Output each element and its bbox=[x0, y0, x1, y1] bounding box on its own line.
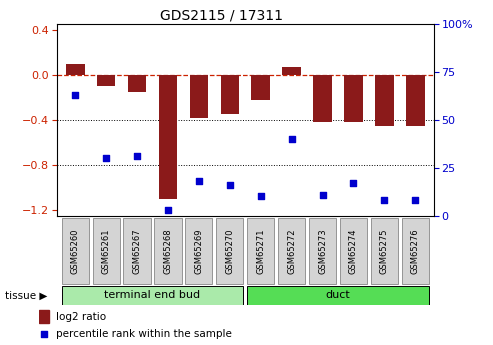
Text: terminal end bud: terminal end bud bbox=[105, 290, 201, 300]
Bar bbox=[97, 75, 115, 86]
Point bbox=[40, 331, 48, 337]
Text: GSM65268: GSM65268 bbox=[164, 228, 173, 274]
Text: percentile rank within the sample: percentile rank within the sample bbox=[56, 329, 232, 339]
Point bbox=[133, 154, 141, 159]
Text: GSM65274: GSM65274 bbox=[349, 228, 358, 274]
Text: GSM65275: GSM65275 bbox=[380, 228, 389, 274]
Bar bbox=[159, 75, 177, 199]
Point bbox=[164, 207, 172, 213]
FancyBboxPatch shape bbox=[278, 218, 305, 284]
Point bbox=[318, 192, 326, 197]
Point bbox=[288, 136, 296, 142]
FancyBboxPatch shape bbox=[62, 218, 89, 284]
Bar bbox=[39, 310, 49, 323]
FancyBboxPatch shape bbox=[371, 218, 398, 284]
Bar bbox=[282, 67, 301, 75]
Text: log2 ratio: log2 ratio bbox=[56, 312, 106, 322]
Text: GSM65270: GSM65270 bbox=[225, 228, 234, 274]
Point bbox=[71, 92, 79, 98]
Text: GSM65269: GSM65269 bbox=[194, 228, 204, 274]
FancyBboxPatch shape bbox=[123, 218, 151, 284]
Bar bbox=[66, 63, 84, 75]
Text: duct: duct bbox=[326, 290, 351, 300]
Text: GSM65273: GSM65273 bbox=[318, 228, 327, 274]
Text: GSM65272: GSM65272 bbox=[287, 228, 296, 274]
FancyBboxPatch shape bbox=[216, 218, 244, 284]
Point bbox=[411, 198, 419, 203]
FancyBboxPatch shape bbox=[93, 218, 120, 284]
FancyBboxPatch shape bbox=[402, 218, 429, 284]
Point bbox=[350, 180, 357, 186]
Point bbox=[381, 198, 388, 203]
Bar bbox=[375, 75, 393, 126]
Text: GSM65261: GSM65261 bbox=[102, 228, 110, 274]
Point bbox=[257, 194, 265, 199]
FancyBboxPatch shape bbox=[62, 286, 244, 305]
Text: tissue ▶: tissue ▶ bbox=[5, 290, 47, 300]
Bar bbox=[406, 75, 424, 126]
Text: GSM65276: GSM65276 bbox=[411, 228, 420, 274]
Text: GSM65271: GSM65271 bbox=[256, 228, 265, 274]
Point bbox=[195, 178, 203, 184]
FancyBboxPatch shape bbox=[340, 218, 367, 284]
Bar bbox=[190, 75, 208, 118]
Bar bbox=[128, 75, 146, 92]
Point bbox=[226, 182, 234, 188]
Bar bbox=[220, 75, 239, 114]
FancyBboxPatch shape bbox=[309, 218, 336, 284]
FancyBboxPatch shape bbox=[185, 218, 212, 284]
Text: GSM65260: GSM65260 bbox=[70, 228, 80, 274]
Text: GDS2115 / 17311: GDS2115 / 17311 bbox=[160, 9, 283, 23]
Bar bbox=[344, 75, 363, 122]
FancyBboxPatch shape bbox=[247, 286, 429, 305]
FancyBboxPatch shape bbox=[154, 218, 181, 284]
Bar bbox=[251, 75, 270, 100]
Text: GSM65267: GSM65267 bbox=[133, 228, 141, 274]
FancyBboxPatch shape bbox=[247, 218, 274, 284]
Point bbox=[102, 155, 110, 161]
Bar bbox=[313, 75, 332, 122]
